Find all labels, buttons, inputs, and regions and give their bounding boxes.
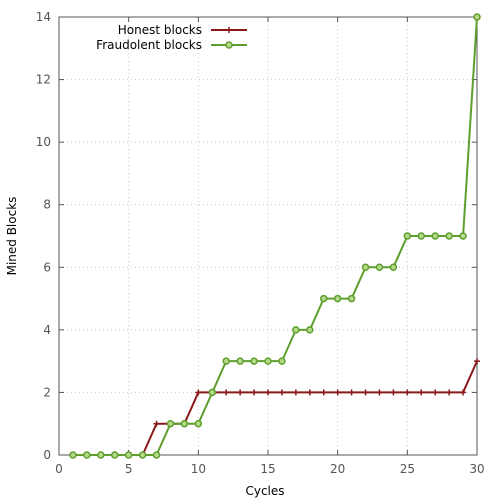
fraudolent-blocks-point: [389, 263, 398, 272]
x-tick-label: 25: [400, 462, 415, 476]
fraudolent-blocks-point: [306, 326, 314, 334]
honest-blocks-point: [474, 358, 480, 365]
fraudolent-blocks-point: [459, 232, 467, 240]
fraudolent-blocks-point: [166, 419, 175, 428]
fraudolent-blocks-point: [361, 263, 370, 272]
honest-blocks-point: [348, 389, 355, 396]
x-tick-label: 15: [260, 462, 275, 476]
honest-blocks-point: [362, 389, 369, 396]
honest-blocks-point: [404, 389, 411, 396]
legend-marker: [225, 41, 233, 49]
honest-blocks-point: [432, 389, 439, 396]
honest-blocks-point: [251, 389, 258, 396]
fraudolent-blocks-point: [250, 357, 258, 365]
fraudolent-blocks-point: [319, 294, 328, 303]
x-tick-label: 30: [469, 462, 484, 476]
honest-blocks-point: [334, 389, 341, 396]
fraudolent-blocks-point: [69, 451, 77, 459]
honest-blocks-point: [390, 389, 397, 396]
fraudolent-blocks-point: [445, 232, 453, 240]
honest-blocks-line: [72, 360, 478, 456]
series-group: [69, 13, 481, 459]
honest-blocks-point: [460, 389, 467, 396]
honest-blocks-point: [320, 389, 327, 396]
fraudolent-blocks-point: [124, 451, 133, 459]
fraudolent-blocks-point: [110, 451, 119, 459]
x-tick-label: 5: [125, 462, 133, 476]
y-tick-label: 14: [36, 10, 51, 24]
y-tick-label: 12: [36, 73, 51, 87]
honest-blocks-point: [195, 389, 202, 396]
fraudolent-blocks-point: [417, 232, 426, 240]
honest-blocks-point: [223, 389, 230, 396]
legend-label: Fraudolent blocks: [96, 38, 202, 52]
legend-label: Honest blocks: [118, 23, 202, 37]
honest-blocks-point: [446, 389, 453, 396]
y-tick-label: 8: [43, 198, 51, 212]
fraudolent-blocks-point: [236, 357, 244, 365]
y-axis-title: Mined Blocks: [5, 197, 19, 276]
fraudolent-blocks-point: [138, 451, 147, 459]
y-tick-label: 10: [36, 135, 51, 149]
honest-blocks-point: [418, 389, 425, 396]
x-tick-label: 10: [191, 462, 206, 476]
fraudolent-blocks-point: [375, 263, 384, 272]
fraudolent-blocks-point: [473, 13, 481, 21]
series-fraudolent-blocks: [69, 13, 481, 459]
fraudolent-blocks-line: [72, 16, 478, 456]
x-tick-label: 20: [330, 462, 345, 476]
fraudolent-blocks-point: [180, 419, 189, 428]
fraudolent-blocks-point: [152, 451, 161, 459]
honest-blocks-point: [306, 389, 313, 396]
legend-item-honest-blocks: Honest blocks: [118, 23, 247, 37]
honest-blocks-point: [237, 389, 244, 396]
series-honest-blocks: [69, 358, 480, 458]
fraudolent-blocks-point: [278, 357, 286, 365]
honest-blocks-point: [278, 389, 285, 396]
y-tick-label: 0: [43, 448, 51, 462]
fraudolent-blocks-point: [97, 451, 105, 459]
honest-blocks-point: [265, 389, 271, 396]
y-tick-label: 6: [43, 260, 51, 274]
fraudolent-blocks-point: [83, 451, 91, 459]
fraudolent-blocks-point: [194, 419, 203, 428]
x-axis-title: Cycles: [245, 484, 284, 498]
legend-item-fraudolent-blocks: Fraudolent blocks: [96, 38, 247, 52]
x-tick-label: 0: [55, 462, 63, 476]
fraudolent-blocks-point: [403, 232, 412, 240]
honest-blocks-point: [153, 420, 160, 427]
honest-blocks-point: [292, 389, 299, 396]
fraudolent-blocks-point: [347, 294, 356, 303]
fraudolent-blocks-point: [264, 357, 272, 365]
fraudolent-blocks-point: [208, 388, 217, 397]
fraudolent-blocks-point: [333, 294, 342, 303]
y-tick-label: 4: [43, 323, 51, 337]
y-tick-label: 2: [43, 385, 51, 399]
fraudolent-blocks-point: [222, 357, 230, 365]
honest-blocks-point: [376, 389, 383, 396]
axis-ticks: 0 5 10 15 20 25 30 0 2 4 6 8 10 12 14: [36, 10, 485, 476]
fraudolent-blocks-point: [292, 326, 300, 334]
fraudolent-blocks-point: [431, 232, 439, 240]
